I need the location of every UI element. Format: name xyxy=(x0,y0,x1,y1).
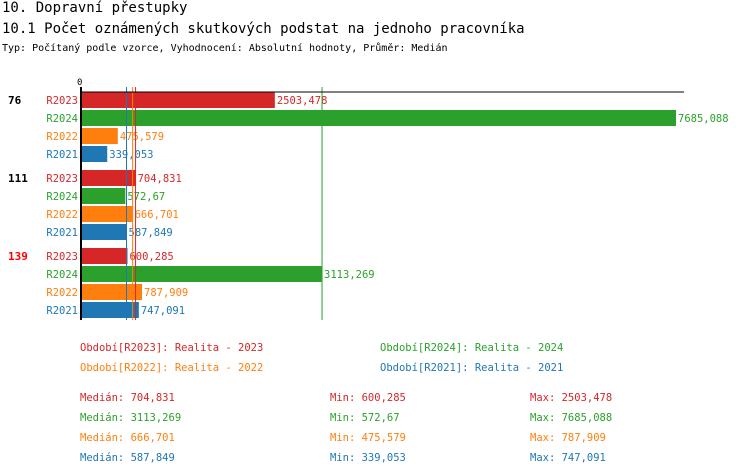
bar-R2023 xyxy=(81,248,128,264)
data-label: 747,091 xyxy=(141,305,185,317)
stat-min: Min: 475,579 xyxy=(330,432,406,444)
series-label: R2022 xyxy=(46,131,78,143)
series-label: R2021 xyxy=(46,227,78,239)
stat-median: Medián: 666,701 xyxy=(80,432,175,444)
stat-max: Max: 787,909 xyxy=(530,432,606,444)
bar-R2024 xyxy=(81,266,323,282)
chart-subtitle: Typ: Počítaný podle vzorce, Vyhodnocení:… xyxy=(2,43,448,54)
category-label: 111 xyxy=(8,172,28,185)
series-label: R2024 xyxy=(46,113,78,125)
stat-min: Min: 572,67 xyxy=(330,412,400,424)
bar-R2023 xyxy=(81,170,136,186)
series-label: R2023 xyxy=(46,251,78,263)
data-label: 704,831 xyxy=(138,173,182,185)
data-label: 339,053 xyxy=(109,149,153,161)
data-label: 572,67 xyxy=(127,191,165,203)
section-title: 10. Dopravní přestupky xyxy=(2,0,188,16)
series-label: R2023 xyxy=(46,173,78,185)
data-label: 7685,088 xyxy=(678,113,729,125)
stat-max: Max: 747,091 xyxy=(530,452,606,464)
legend-item: Období[R2023]: Realita - 2023 xyxy=(80,342,264,354)
category-label: 76 xyxy=(8,94,22,107)
data-label: 666,701 xyxy=(135,209,179,221)
bar-R2022 xyxy=(81,206,133,222)
data-label: 787,909 xyxy=(144,287,188,299)
data-label: 2503,478 xyxy=(277,95,328,107)
series-label: R2022 xyxy=(46,287,78,299)
series-label: R2024 xyxy=(46,269,78,281)
bar-R2022 xyxy=(81,128,118,144)
series-label: R2021 xyxy=(46,305,78,317)
stat-median: Medián: 587,849 xyxy=(80,452,175,464)
stat-median: Medián: 3113,269 xyxy=(80,412,182,424)
series-label: R2023 xyxy=(46,95,78,107)
stat-min: Min: 600,285 xyxy=(330,392,406,404)
chart-title: 10.1 Počet oznámených skutkových podstat… xyxy=(2,21,525,37)
stat-max: Max: 7685,088 xyxy=(530,412,613,424)
bar-R2021 xyxy=(81,302,139,318)
zero-tick-label: 0 xyxy=(77,78,82,88)
legend-item: Období[R2022]: Realita - 2022 xyxy=(80,362,264,374)
data-label: 587,849 xyxy=(129,227,173,239)
bar-R2021 xyxy=(81,146,108,162)
data-label: 600,285 xyxy=(129,251,173,263)
series-label: R2021 xyxy=(46,149,78,161)
data-label: 3113,269 xyxy=(324,269,375,281)
legend-item: Období[R2021]: Realita - 2021 xyxy=(380,362,564,374)
stat-min: Min: 339,053 xyxy=(330,452,406,464)
bar-R2024 xyxy=(81,188,126,204)
category-label: 139 xyxy=(8,250,28,263)
bar-R2023 xyxy=(81,92,275,108)
bar-R2024 xyxy=(81,110,676,126)
bar-R2021 xyxy=(81,224,127,240)
series-label: R2022 xyxy=(46,209,78,221)
stat-median: Medián: 704,831 xyxy=(80,392,175,404)
legend-item: Období[R2024]: Realita - 2024 xyxy=(380,342,564,354)
stat-max: Max: 2503,478 xyxy=(530,392,613,404)
data-label: 475,579 xyxy=(120,131,164,143)
series-label: R2024 xyxy=(46,191,78,203)
